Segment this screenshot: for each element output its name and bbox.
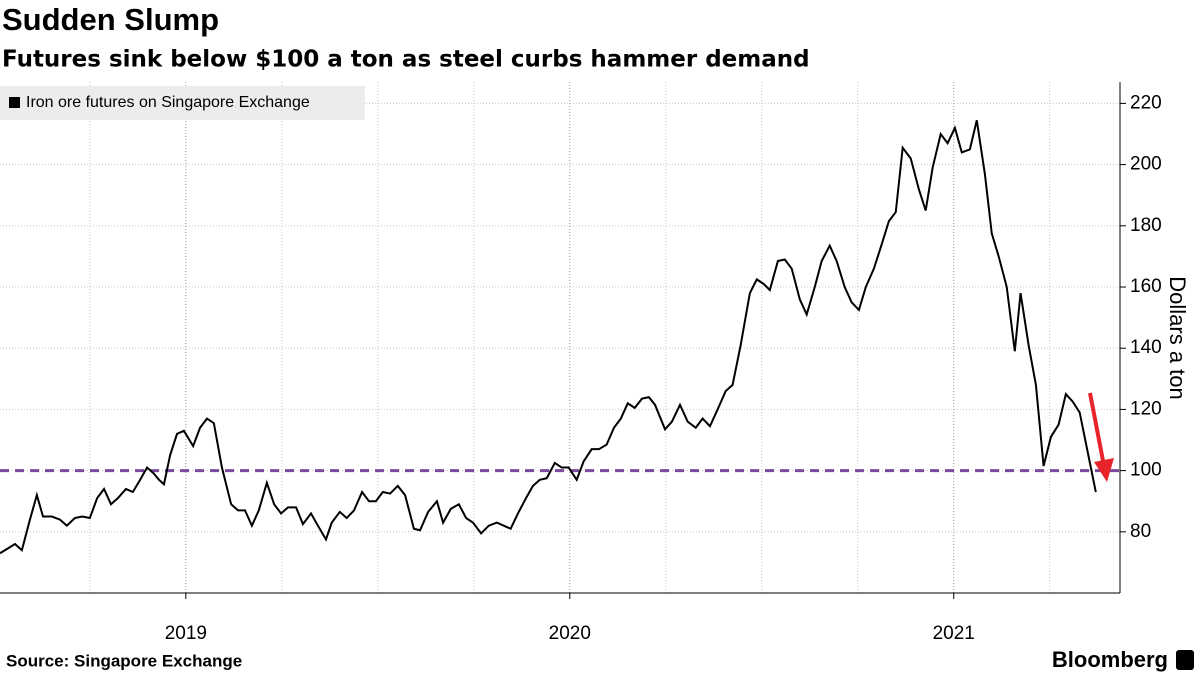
brand-icon (1176, 650, 1194, 670)
annotation-arrowhead (1094, 458, 1114, 482)
chart-subtitle: Futures sink below $100 a ton as steel c… (2, 47, 810, 73)
y-tick-label: 100 (1130, 460, 1162, 481)
y-tick-label: 120 (1130, 398, 1162, 419)
y-tick-label: 180 (1130, 215, 1162, 236)
annotation-arrow (1088, 392, 1106, 467)
x-tick-label: 2020 (549, 623, 591, 644)
y-tick-label: 80 (1130, 521, 1151, 542)
y-axis-title: Dollars a ton (1165, 276, 1190, 400)
data-line (0, 120, 1097, 555)
y-tick-label: 160 (1130, 276, 1162, 297)
x-tick-label: 2019 (165, 623, 207, 644)
plot-area: 2019 2020 2021 80 100 120 140 160 180 200 220 (0, 82, 1162, 644)
y-tick-label: 200 (1130, 154, 1162, 175)
x-tick-label: 2021 (933, 623, 975, 644)
legend-swatch (9, 97, 20, 108)
chart-title: Sudden Slump (2, 2, 219, 37)
legend-box (0, 86, 365, 120)
y-tick-label: 140 (1130, 337, 1162, 358)
y-tick-label: 220 (1130, 92, 1162, 113)
source: Source: Singapore Exchange (6, 651, 242, 670)
legend-label: Iron ore futures on Singapore Exchange (26, 94, 310, 111)
brand: Bloomberg (1052, 647, 1168, 672)
